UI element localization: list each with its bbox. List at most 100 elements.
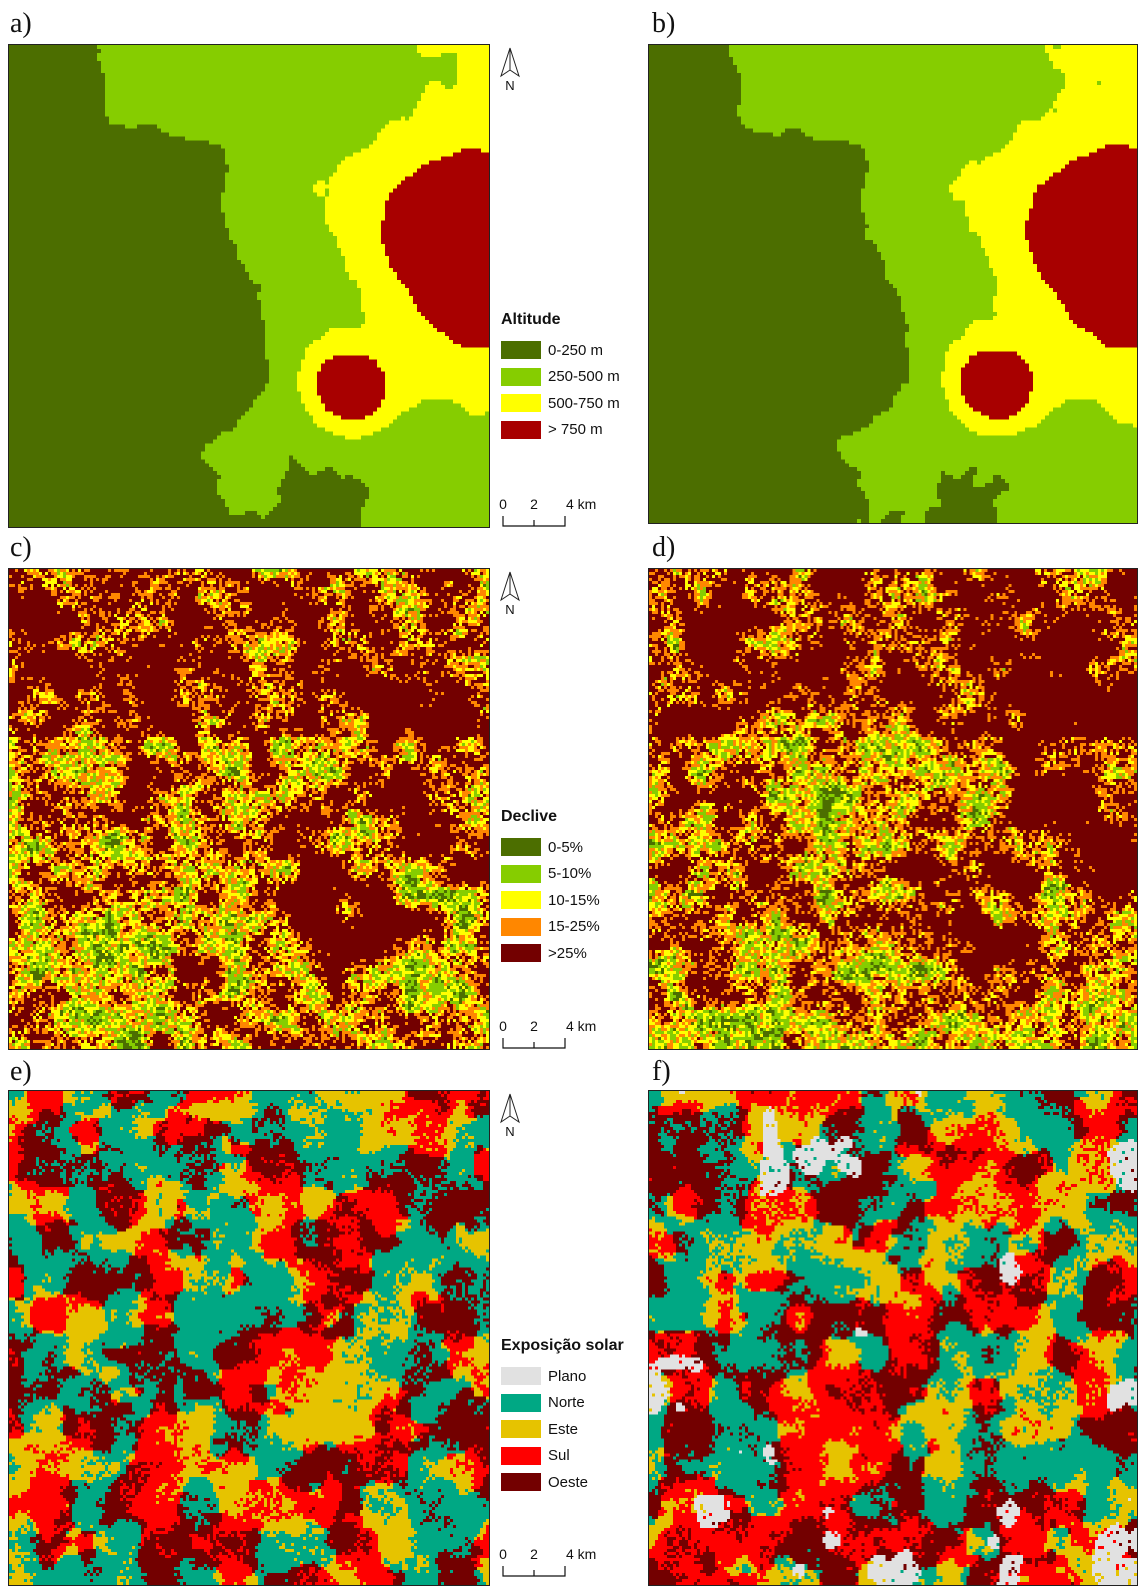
map-class-region bbox=[941, 45, 1137, 436]
slope-map-d bbox=[648, 568, 1138, 1050]
map-class-region bbox=[297, 45, 489, 440]
legend-label: Oeste bbox=[548, 1473, 589, 1491]
legend-item: Plano bbox=[501, 1363, 641, 1390]
legend-label: Plano bbox=[548, 1367, 587, 1385]
map-raster bbox=[9, 45, 489, 527]
legend-item: 0-5% bbox=[501, 834, 641, 861]
scale-bar: 0 2 4 km bbox=[499, 1544, 596, 1584]
legend-label: 10-15% bbox=[548, 891, 600, 909]
legend-item: Oeste bbox=[501, 1469, 641, 1496]
map-raster bbox=[649, 569, 1137, 1049]
legend-label: 15-25% bbox=[548, 918, 600, 936]
legend-label: Norte bbox=[548, 1394, 585, 1412]
legend-item: 0-250 m bbox=[501, 337, 641, 364]
legend-item: Norte bbox=[501, 1390, 641, 1417]
legend-label: Este bbox=[548, 1420, 579, 1438]
scale-tick-label: 4 km bbox=[566, 1546, 596, 1562]
legend-item: 500-750 m bbox=[501, 390, 641, 417]
slope-map-c bbox=[8, 568, 490, 1050]
map-class-region bbox=[729, 45, 1137, 523]
panel-label-e: e) bbox=[10, 1056, 32, 1087]
legend-label: Sul bbox=[548, 1447, 570, 1465]
map-class-region bbox=[317, 148, 489, 420]
scale-tick-label: 2 bbox=[530, 1018, 538, 1034]
north-label: N bbox=[505, 78, 514, 92]
legend-item: 15-25% bbox=[501, 914, 641, 941]
map-class-region bbox=[9, 45, 369, 527]
legend-item: Sul bbox=[501, 1443, 641, 1470]
map-class-region bbox=[9, 1091, 489, 1585]
scale-tick-label: 0 bbox=[499, 1018, 507, 1034]
legend-swatch bbox=[501, 838, 541, 857]
legend-label: 500-750 m bbox=[548, 394, 620, 412]
map-class-region bbox=[649, 1091, 1137, 1585]
legend-swatch bbox=[501, 1367, 541, 1386]
map-class-region bbox=[97, 45, 489, 527]
scale-bar: 0 2 4 km bbox=[499, 1016, 596, 1056]
legend-swatch bbox=[501, 944, 541, 963]
legend-slope: Declive 0-5% 5-10% 10-15% 15-25% >25% bbox=[501, 808, 641, 967]
map-class-region bbox=[9, 569, 489, 1049]
legend-item: 250-500 m bbox=[501, 364, 641, 391]
legend-swatch bbox=[501, 1420, 541, 1439]
scale-tick-label: 0 bbox=[499, 496, 507, 512]
legend-label: 5-10% bbox=[548, 865, 592, 883]
legend-label: 0-250 m bbox=[548, 341, 604, 359]
map-raster bbox=[649, 1091, 1137, 1585]
scale-tick-label: 0 bbox=[499, 1546, 507, 1562]
legend-label: >25% bbox=[548, 944, 587, 962]
legend-altitude: Altitude 0-250 m 250-500 m 500-750 m > 7… bbox=[501, 311, 641, 443]
map-class-region bbox=[649, 569, 1137, 1049]
north-arrow-icon: N bbox=[498, 570, 522, 616]
map-class-region bbox=[9, 1091, 489, 1585]
legend-title: Exposição solar bbox=[501, 1337, 624, 1354]
panel-label-b: b) bbox=[652, 8, 676, 39]
legend-title: Altitude bbox=[501, 311, 561, 328]
legend-swatch bbox=[501, 891, 541, 910]
legend-swatch bbox=[501, 394, 541, 413]
legend-swatch bbox=[501, 420, 541, 439]
legend-item: 10-15% bbox=[501, 887, 641, 914]
map-raster bbox=[649, 45, 1137, 523]
legend-item: 5-10% bbox=[501, 861, 641, 888]
map-class-region bbox=[649, 1091, 1137, 1585]
map-class-region bbox=[649, 45, 1009, 523]
legend-swatch bbox=[501, 367, 541, 386]
panel-label-a: a) bbox=[10, 8, 32, 39]
legend-swatch bbox=[501, 917, 541, 936]
aspect-map-e bbox=[8, 1090, 490, 1586]
legend-item: > 750 m bbox=[501, 417, 641, 444]
legend-item: Este bbox=[501, 1416, 641, 1443]
scale-bar: 0 2 4 km bbox=[499, 494, 596, 534]
scale-tick-label: 2 bbox=[530, 1546, 538, 1562]
legend-aspect: Exposição solar Plano Norte Este Sul Oes… bbox=[501, 1337, 641, 1496]
map-class-region bbox=[649, 569, 1137, 1049]
north-label: N bbox=[505, 602, 514, 616]
map-class-region bbox=[961, 144, 1137, 420]
legend-swatch bbox=[501, 1446, 541, 1465]
panel-label-c: c) bbox=[10, 532, 32, 563]
legend-swatch bbox=[501, 864, 541, 883]
north-arrow-icon: N bbox=[498, 46, 522, 92]
aspect-map-f bbox=[648, 1090, 1138, 1586]
legend-item: >25% bbox=[501, 940, 641, 967]
legend-label: 0-5% bbox=[548, 838, 584, 856]
legend-label: > 750 m bbox=[548, 421, 603, 439]
panel-label-f: f) bbox=[652, 1056, 671, 1087]
altitude-map-b bbox=[648, 44, 1138, 524]
map-raster bbox=[9, 1091, 489, 1585]
scale-tick-label: 4 km bbox=[566, 1018, 596, 1034]
legend-swatch bbox=[501, 1393, 541, 1412]
map-raster bbox=[9, 569, 489, 1049]
panel-label-d: d) bbox=[652, 532, 676, 563]
map-class-region bbox=[649, 1091, 1137, 1585]
map-class-region bbox=[649, 1091, 1137, 1585]
north-arrow-icon: N bbox=[498, 1092, 522, 1138]
legend-label: 250-500 m bbox=[548, 368, 620, 386]
north-label: N bbox=[505, 1124, 514, 1138]
scale-tick-label: 2 bbox=[530, 496, 538, 512]
legend-swatch bbox=[501, 341, 541, 360]
legend-swatch bbox=[501, 1473, 541, 1492]
legend-title: Declive bbox=[501, 808, 558, 825]
scale-tick-label: 4 km bbox=[566, 496, 596, 512]
